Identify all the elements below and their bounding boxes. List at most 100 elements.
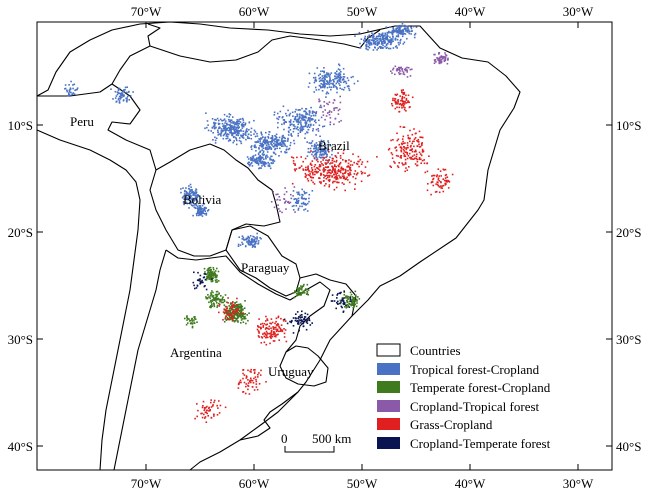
land-use-pixel bbox=[186, 316, 188, 318]
land-use-pixel bbox=[399, 42, 401, 44]
land-use-pixel bbox=[330, 72, 333, 74]
land-use-pixel bbox=[275, 133, 278, 136]
land-use-pixel bbox=[307, 289, 310, 291]
land-use-pixel bbox=[221, 299, 224, 301]
land-use-pixel bbox=[312, 173, 314, 176]
land-use-pixel bbox=[427, 183, 429, 185]
land-use-pixel bbox=[375, 40, 377, 43]
land-use-pixel bbox=[310, 171, 312, 173]
land-use-pixel bbox=[297, 123, 299, 126]
land-use-pixel bbox=[281, 123, 283, 126]
land-use-pixel bbox=[320, 145, 323, 148]
land-use-pixel bbox=[377, 35, 380, 38]
land-use-pixel bbox=[241, 125, 244, 127]
land-use-pixel bbox=[251, 379, 254, 382]
land-use-pixel bbox=[296, 202, 299, 204]
land-use-pixel bbox=[385, 36, 388, 38]
land-use-pixel bbox=[390, 166, 392, 168]
land-use-pixel bbox=[252, 241, 254, 243]
land-use-pixel bbox=[244, 122, 247, 125]
land-use-pixel bbox=[273, 114, 276, 116]
land-use-pixel bbox=[331, 165, 333, 168]
land-use-pixel bbox=[332, 83, 334, 86]
land-use-pixel bbox=[118, 100, 121, 102]
land-use-pixel bbox=[265, 141, 267, 144]
land-use-pixel bbox=[281, 145, 283, 147]
land-use-pixel bbox=[404, 161, 407, 164]
land-use-pixel bbox=[256, 132, 258, 135]
land-use-pixel bbox=[222, 137, 225, 140]
land-use-pixel bbox=[253, 119, 255, 122]
land-use-pixel bbox=[227, 118, 230, 121]
land-use-pixel bbox=[217, 297, 220, 300]
land-use-pixel bbox=[277, 122, 279, 124]
land-use-pixel bbox=[255, 386, 258, 388]
land-use-pixel bbox=[247, 379, 249, 381]
land-use-pixel bbox=[317, 130, 320, 132]
land-use-pixel bbox=[415, 150, 417, 153]
land-use-pixel bbox=[296, 156, 298, 159]
land-use-pixel bbox=[392, 139, 394, 141]
land-use-pixel bbox=[239, 306, 241, 309]
land-use-pixel bbox=[443, 169, 445, 171]
land-use-pixel bbox=[317, 151, 319, 153]
land-use-pixel bbox=[117, 89, 120, 92]
land-use-pixel bbox=[274, 144, 276, 147]
land-use-pixel bbox=[226, 127, 228, 130]
land-use-pixel bbox=[408, 30, 411, 33]
legend-swatch-countries bbox=[376, 343, 401, 357]
land-use-pixel bbox=[403, 96, 406, 99]
land-use-pixel bbox=[299, 317, 302, 319]
land-use-pixel bbox=[271, 136, 274, 138]
land-use-pixel bbox=[411, 142, 413, 145]
land-use-pixel bbox=[270, 318, 273, 320]
land-use-pixel bbox=[387, 42, 389, 45]
land-use-pixel bbox=[207, 129, 210, 132]
land-use-pixel bbox=[191, 188, 193, 191]
land-use-pixel bbox=[69, 88, 72, 90]
land-use-pixel bbox=[375, 38, 377, 41]
land-use-pixel bbox=[203, 413, 205, 416]
land-use-pixel bbox=[356, 173, 358, 176]
land-use-pixel bbox=[323, 71, 325, 74]
land-use-pixel bbox=[207, 210, 209, 212]
land-use-pixel bbox=[297, 290, 299, 293]
land-use-pixel bbox=[204, 407, 206, 410]
land-use-pixel bbox=[285, 151, 288, 154]
land-use-pixel bbox=[323, 125, 326, 127]
land-use-pixel bbox=[426, 162, 428, 165]
land-use-pixel bbox=[403, 154, 406, 156]
land-use-pixel bbox=[275, 137, 278, 139]
land-use-pixel bbox=[438, 52, 440, 54]
land-use-pixel bbox=[220, 133, 222, 136]
land-use-pixel bbox=[192, 202, 195, 204]
land-use-pixel bbox=[315, 142, 318, 144]
land-use-pixel bbox=[307, 180, 310, 182]
land-use-pixel bbox=[224, 132, 226, 135]
land-use-pixel bbox=[394, 101, 397, 104]
land-use-pixel bbox=[313, 147, 315, 150]
land-use-pixel bbox=[270, 147, 273, 150]
land-use-pixel bbox=[213, 121, 215, 124]
land-use-pixel bbox=[322, 83, 324, 86]
land-use-pixel bbox=[324, 149, 327, 151]
land-use-pixel bbox=[448, 181, 451, 183]
land-use-pixel bbox=[278, 326, 281, 329]
land-use-pixel bbox=[342, 169, 345, 171]
land-use-pixel bbox=[435, 61, 437, 63]
uruguay-border bbox=[279, 345, 329, 387]
land-use-pixel bbox=[282, 134, 284, 137]
land-use-pixel bbox=[210, 401, 212, 404]
land-use-pixel bbox=[211, 305, 214, 307]
land-use-pixel bbox=[324, 150, 326, 153]
land-use-pixel bbox=[297, 120, 299, 123]
land-use-pixel bbox=[414, 32, 417, 35]
tropical-forest-cropland-points bbox=[64, 23, 418, 248]
land-use-pixel bbox=[258, 326, 260, 328]
land-use-pixel bbox=[306, 291, 309, 293]
land-use-pixel bbox=[314, 76, 317, 79]
land-use-pixel bbox=[224, 305, 227, 308]
land-use-pixel bbox=[203, 206, 206, 209]
land-use-pixel bbox=[201, 204, 204, 207]
land-use-pixel bbox=[75, 89, 77, 91]
